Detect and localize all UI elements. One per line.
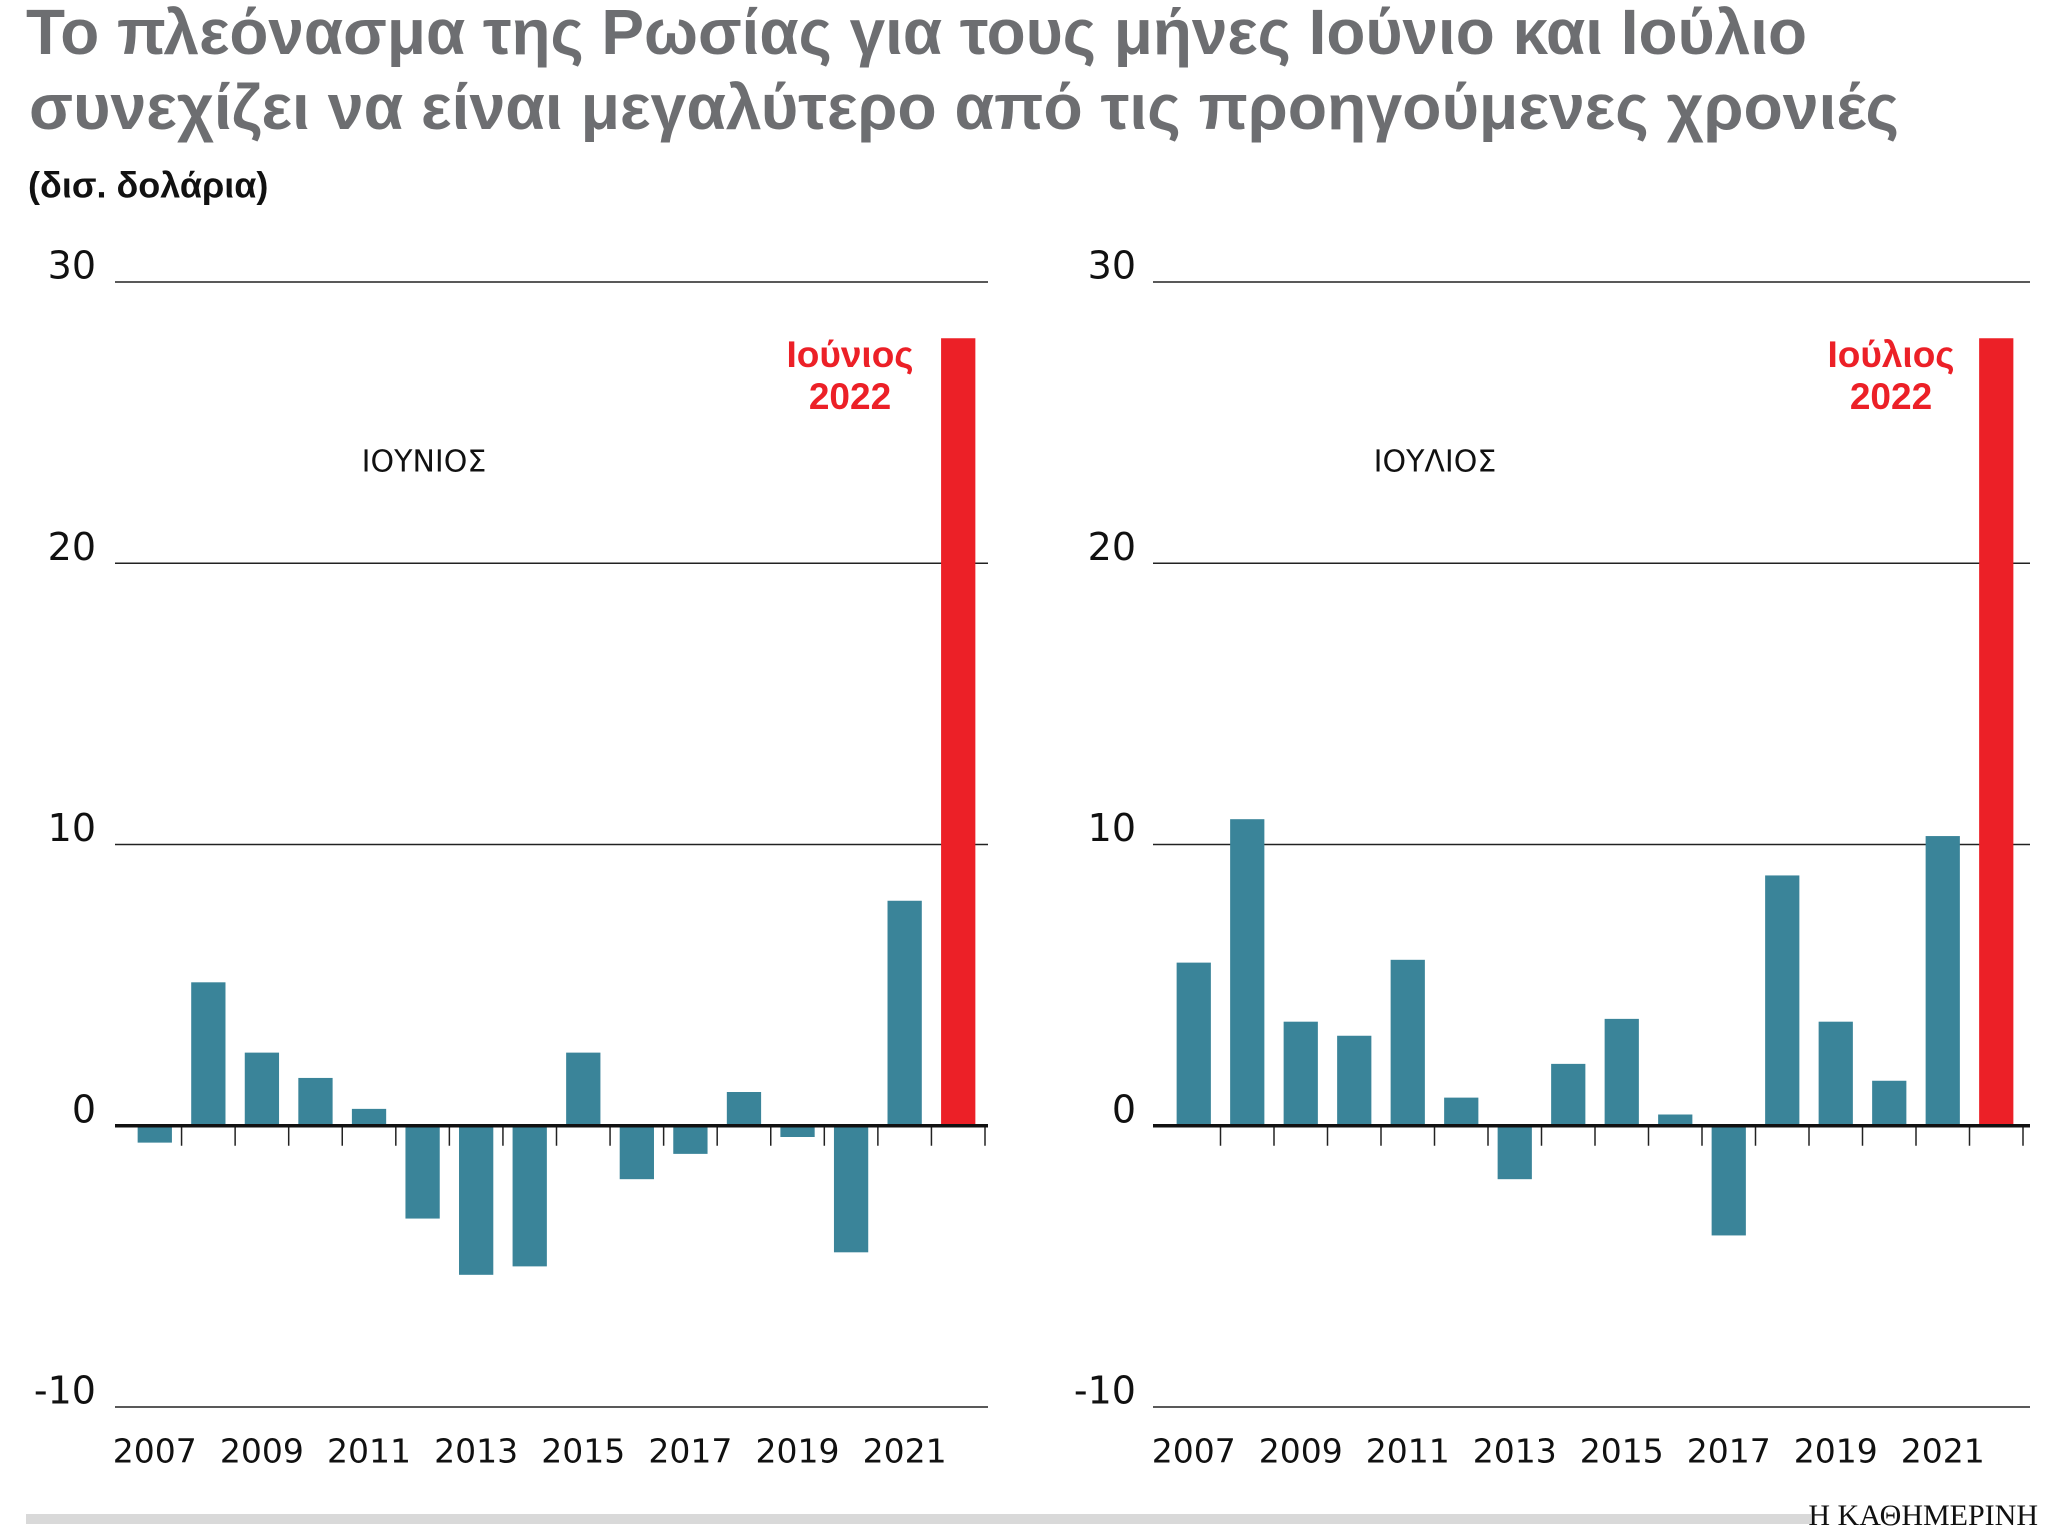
y-tick-label: 10 (1088, 806, 1136, 850)
bar (566, 1052, 601, 1126)
y-tick-label: -10 (34, 1369, 96, 1413)
x-tick-label: 2019 (756, 1432, 840, 1471)
bar (1283, 1021, 1318, 1126)
bar (459, 1125, 494, 1275)
footer-bar (26, 1514, 1811, 1524)
bar (1979, 338, 2014, 1126)
bar (1176, 962, 1211, 1126)
y-tick-label: 30 (1088, 244, 1136, 288)
bar (1818, 1021, 1853, 1126)
bar (1390, 959, 1425, 1126)
x-tick-label: 2009 (220, 1432, 304, 1471)
bar (351, 1108, 387, 1126)
annotation: Ιούλιος (1827, 334, 1954, 375)
x-tick-label: 2021 (1901, 1432, 1985, 1471)
bar (1337, 1035, 1372, 1126)
bar (405, 1125, 440, 1219)
bar (244, 1052, 280, 1126)
bar (1658, 1114, 1693, 1126)
bar (1711, 1125, 1746, 1236)
y-tick-label: 20 (48, 525, 96, 569)
x-tick-label: 2009 (1259, 1432, 1343, 1471)
x-tick-label: 2017 (648, 1432, 732, 1471)
bar (298, 1077, 333, 1126)
bar (619, 1125, 654, 1180)
x-tick-label: 2007 (1152, 1432, 1236, 1471)
y-tick-label: 30 (48, 244, 96, 288)
x-tick-label: 2011 (1366, 1432, 1450, 1471)
bar (1872, 1080, 1907, 1126)
panel-label: ΙΟΥΝΙΟΣ (362, 445, 487, 480)
y-tick-label: 20 (1088, 525, 1136, 569)
bar (1551, 1063, 1586, 1126)
x-tick-label: 2013 (434, 1432, 518, 1471)
x-tick-label: 2015 (1580, 1432, 1664, 1471)
bar (1497, 1125, 1532, 1180)
annotation: 2022 (809, 376, 891, 417)
bar (1925, 836, 1960, 1126)
bar (673, 1125, 708, 1154)
y-tick-label: 0 (72, 1087, 96, 1131)
x-tick-label: 2013 (1473, 1432, 1557, 1471)
x-tick-label: 2021 (863, 1432, 947, 1471)
x-tick-label: 2015 (541, 1432, 625, 1471)
bar (780, 1125, 815, 1137)
y-tick-label: 10 (48, 806, 96, 850)
title-line: Το πλεόνασμα της Ρωσίας για τους μήνες Ι… (26, 0, 1807, 68)
source: Η ΚΑΘΗΜΕΡΙΝΗ (1808, 1499, 2038, 1532)
y-tick-label: 0 (1112, 1087, 1136, 1131)
bar (1444, 1097, 1479, 1126)
panel-label: ΙΟΥΛΙΟΣ (1374, 445, 1497, 480)
bar (887, 900, 922, 1126)
x-tick-label: 2011 (327, 1432, 411, 1471)
bar (941, 338, 976, 1126)
annotation: 2022 (1850, 376, 1932, 417)
bar (191, 982, 226, 1126)
annotation: Ιούνιος (786, 334, 913, 375)
y-tick-label: -10 (1074, 1369, 1136, 1413)
title-line: συνεχίζει να είναι μεγαλύτερο από τις πρ… (29, 71, 1899, 143)
bar (833, 1125, 869, 1253)
bar (1765, 875, 1800, 1126)
x-tick-label: 2017 (1687, 1432, 1771, 1471)
bar (1230, 819, 1265, 1126)
x-tick-label: 2007 (113, 1432, 197, 1471)
bar (726, 1092, 762, 1126)
bar (1604, 1018, 1639, 1126)
bar (137, 1125, 172, 1143)
subtitle: (δισ. δολάρια) (28, 165, 268, 206)
bar (512, 1125, 547, 1267)
x-tick-label: 2019 (1794, 1432, 1878, 1471)
